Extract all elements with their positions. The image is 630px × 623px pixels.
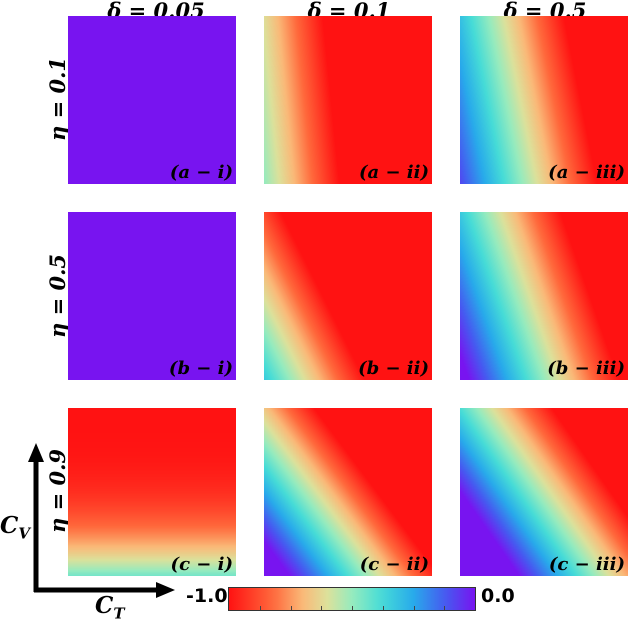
x-axis-label: CT: [95, 592, 125, 623]
heatmap-canvas: [68, 408, 236, 576]
heatmap-canvas: [460, 212, 628, 380]
heatmap-canvas: [264, 408, 432, 576]
y-axis-label: CV: [0, 512, 30, 543]
colorbar: [228, 587, 476, 611]
colorbar-tick: [321, 606, 323, 610]
colorbar-min-label: -1.0: [186, 585, 228, 607]
heatmap-canvas: [264, 212, 432, 380]
heatmap-panel-c-iii: (c − iii): [460, 408, 628, 576]
heatmap-panel-b-i: (b − i): [68, 212, 236, 380]
heatmap-canvas: [68, 212, 236, 380]
colorbar-tick: [413, 606, 415, 610]
heatmap-canvas: [460, 408, 628, 576]
colorbar-tick: [382, 606, 384, 610]
panel-label: (a − i): [169, 162, 233, 183]
heatmap-panel-a-i: (a − i): [68, 16, 236, 184]
heatmap-panel-b-ii: (b − ii): [264, 212, 432, 380]
panel-label: (c − ii): [359, 554, 429, 575]
x-axis-arrowhead: [156, 582, 175, 598]
heatmap-panel-c-i: (c − i): [68, 408, 236, 576]
panel-label: (a − iii): [548, 162, 625, 183]
panel-label: (c − iii): [548, 554, 625, 575]
heatmap-canvas: [68, 16, 236, 184]
colorbar-tick: [444, 606, 446, 610]
heatmap-panel-a-iii: (a − iii): [460, 16, 628, 184]
panel-label: (b − i): [168, 358, 233, 379]
panel-label: (c − i): [170, 554, 233, 575]
panel-label: (a − ii): [359, 162, 429, 183]
y-axis-arrowhead: [28, 443, 44, 462]
heatmap-canvas: [460, 16, 628, 184]
colorbar-tick: [259, 606, 261, 610]
colorbar-tick: [352, 606, 353, 610]
colorbar-tick: [290, 606, 292, 610]
heatmap-panel-c-ii: (c − ii): [264, 408, 432, 576]
colorbar-max-label: 0.0: [481, 585, 515, 607]
panel-label: (b − iii): [547, 358, 625, 379]
heatmap-canvas: [264, 16, 432, 184]
panel-label: (b − ii): [358, 358, 429, 379]
heatmap-panel-a-ii: (a − ii): [264, 16, 432, 184]
heatmap-panel-b-iii: (b − iii): [460, 212, 628, 380]
